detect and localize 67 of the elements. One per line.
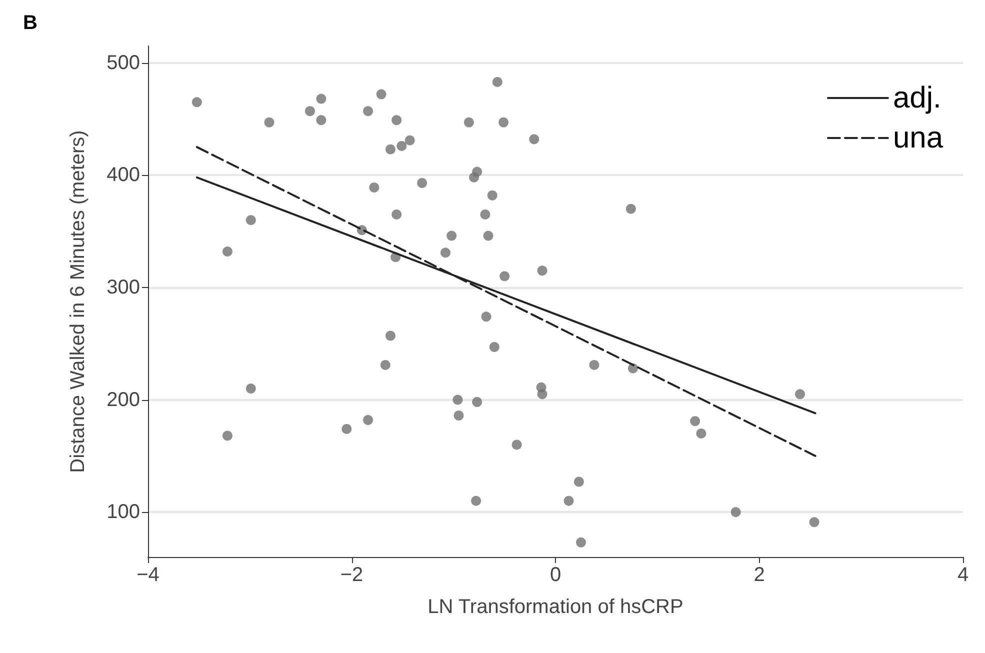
point <box>492 76 502 87</box>
point <box>222 246 232 257</box>
point <box>795 389 805 400</box>
point <box>696 428 706 438</box>
y-tick-label: 200 <box>106 388 140 411</box>
point <box>392 209 402 220</box>
point <box>385 144 396 154</box>
point <box>471 496 482 506</box>
point <box>481 312 492 322</box>
x-axis-title: LN Transformation of hsCRP <box>428 596 684 618</box>
point <box>246 384 256 394</box>
point <box>537 389 548 400</box>
y-tick-label: 400 <box>106 164 140 186</box>
point <box>452 394 463 405</box>
point <box>464 117 474 128</box>
legend-label: una <box>892 122 944 154</box>
x-tick-label: 0 <box>550 564 562 586</box>
x-tick-label: −2 <box>340 564 364 586</box>
point <box>376 89 386 100</box>
point <box>480 209 490 220</box>
point <box>529 134 540 144</box>
point <box>487 190 498 200</box>
point <box>264 117 274 128</box>
point <box>385 330 396 341</box>
point <box>537 266 548 276</box>
point <box>454 410 464 420</box>
y-axis-title: Distance Walked in 6 Minutes (meters) <box>67 130 89 473</box>
point <box>316 115 326 126</box>
x-tick-label: 4 <box>957 564 969 586</box>
point <box>396 140 407 151</box>
point <box>446 230 457 241</box>
point <box>440 248 450 258</box>
point <box>512 440 522 450</box>
point <box>380 360 390 370</box>
point <box>392 115 402 126</box>
point <box>472 397 482 408</box>
point <box>404 135 415 146</box>
y-tick-label: 500 <box>106 52 140 74</box>
point <box>589 360 600 370</box>
point <box>564 496 574 506</box>
point <box>363 414 374 425</box>
point <box>363 106 374 116</box>
point <box>192 97 202 108</box>
legend-label: adj. <box>892 82 942 114</box>
x-tick-label: 2 <box>754 564 765 586</box>
x-tick-label: −4 <box>136 564 160 586</box>
point <box>304 106 315 116</box>
y-tick-label: 300 <box>106 276 140 298</box>
point <box>730 507 741 518</box>
point <box>316 94 326 104</box>
point <box>469 172 479 182</box>
point <box>576 537 586 548</box>
point <box>483 230 494 241</box>
chart-title: B <box>23 12 38 34</box>
y-tick-label: 100 <box>106 501 140 524</box>
point <box>342 424 352 434</box>
point <box>222 430 232 441</box>
point <box>809 517 820 528</box>
point <box>690 416 700 426</box>
point <box>626 204 636 214</box>
point <box>500 271 510 282</box>
point <box>417 178 428 188</box>
point <box>369 182 380 193</box>
point <box>489 342 500 352</box>
point <box>498 117 509 128</box>
point <box>574 476 584 487</box>
point <box>246 215 256 226</box>
